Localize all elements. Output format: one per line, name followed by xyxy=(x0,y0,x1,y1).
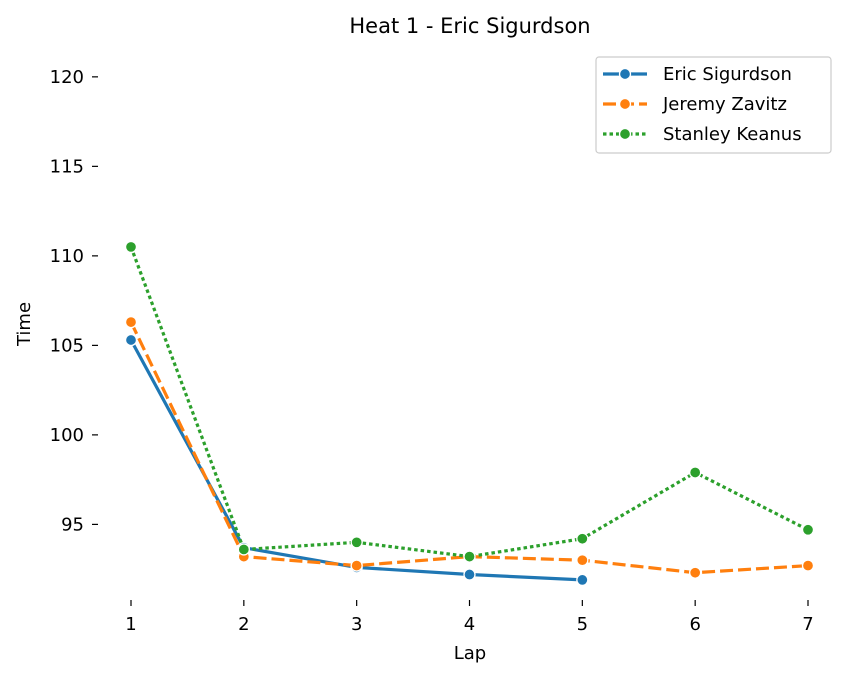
x-axis-label: Lap xyxy=(454,643,486,664)
plot-area xyxy=(124,240,815,587)
data-point-1 xyxy=(576,573,589,587)
x-tick-label: 3 xyxy=(351,614,362,635)
x-axis: 1 2 3 4 5 6 7 xyxy=(125,600,814,635)
legend-label: Eric Sigurdson xyxy=(663,64,792,85)
x-tick-label: 4 xyxy=(464,614,475,635)
data-point-1 xyxy=(463,568,476,581)
y-axis: 95 100 105 110 115 120 xyxy=(50,67,98,535)
data-point-2 xyxy=(801,559,815,572)
legend: Eric Sigurdson Jeremy Zavitz Stanley Keanu… xyxy=(595,56,832,154)
data-point-3 xyxy=(124,240,138,254)
legend-frame xyxy=(595,56,832,154)
data-point-2 xyxy=(350,559,363,572)
data-point-3 xyxy=(689,466,702,479)
y-tick-label: 105 xyxy=(50,335,84,356)
data-point-1 xyxy=(124,333,138,347)
y-axis-label: Time xyxy=(14,302,35,347)
data-point-3 xyxy=(801,523,815,536)
chart-title: Heat 1 - Eric Sigurdson xyxy=(349,14,590,38)
x-tick-label: 6 xyxy=(689,614,700,635)
data-point-2 xyxy=(689,566,702,579)
series-line-2 xyxy=(129,321,809,575)
legend-label: Stanley Keanus xyxy=(663,124,802,145)
data-point-2 xyxy=(124,315,138,329)
y-tick-label: 120 xyxy=(50,67,84,88)
x-tick-label: 7 xyxy=(802,614,813,635)
y-tick-label: 100 xyxy=(50,425,84,446)
legend-label: Jeremy Zavitz xyxy=(662,94,787,115)
legend-marker xyxy=(618,127,632,141)
x-tick-label: 1 xyxy=(125,614,136,635)
data-point-2 xyxy=(576,554,589,567)
legend-marker xyxy=(618,97,632,111)
legend-marker xyxy=(618,67,632,81)
data-point-3 xyxy=(237,543,250,556)
series-line-3 xyxy=(129,246,809,559)
x-tick-label: 2 xyxy=(238,614,249,635)
y-tick-label: 95 xyxy=(61,514,84,535)
x-tick-label: 5 xyxy=(577,614,588,635)
data-point-3 xyxy=(576,532,589,545)
y-tick-label: 115 xyxy=(50,156,84,177)
data-point-3 xyxy=(350,536,363,549)
y-tick-label: 110 xyxy=(50,246,84,267)
data-point-3 xyxy=(463,550,476,563)
